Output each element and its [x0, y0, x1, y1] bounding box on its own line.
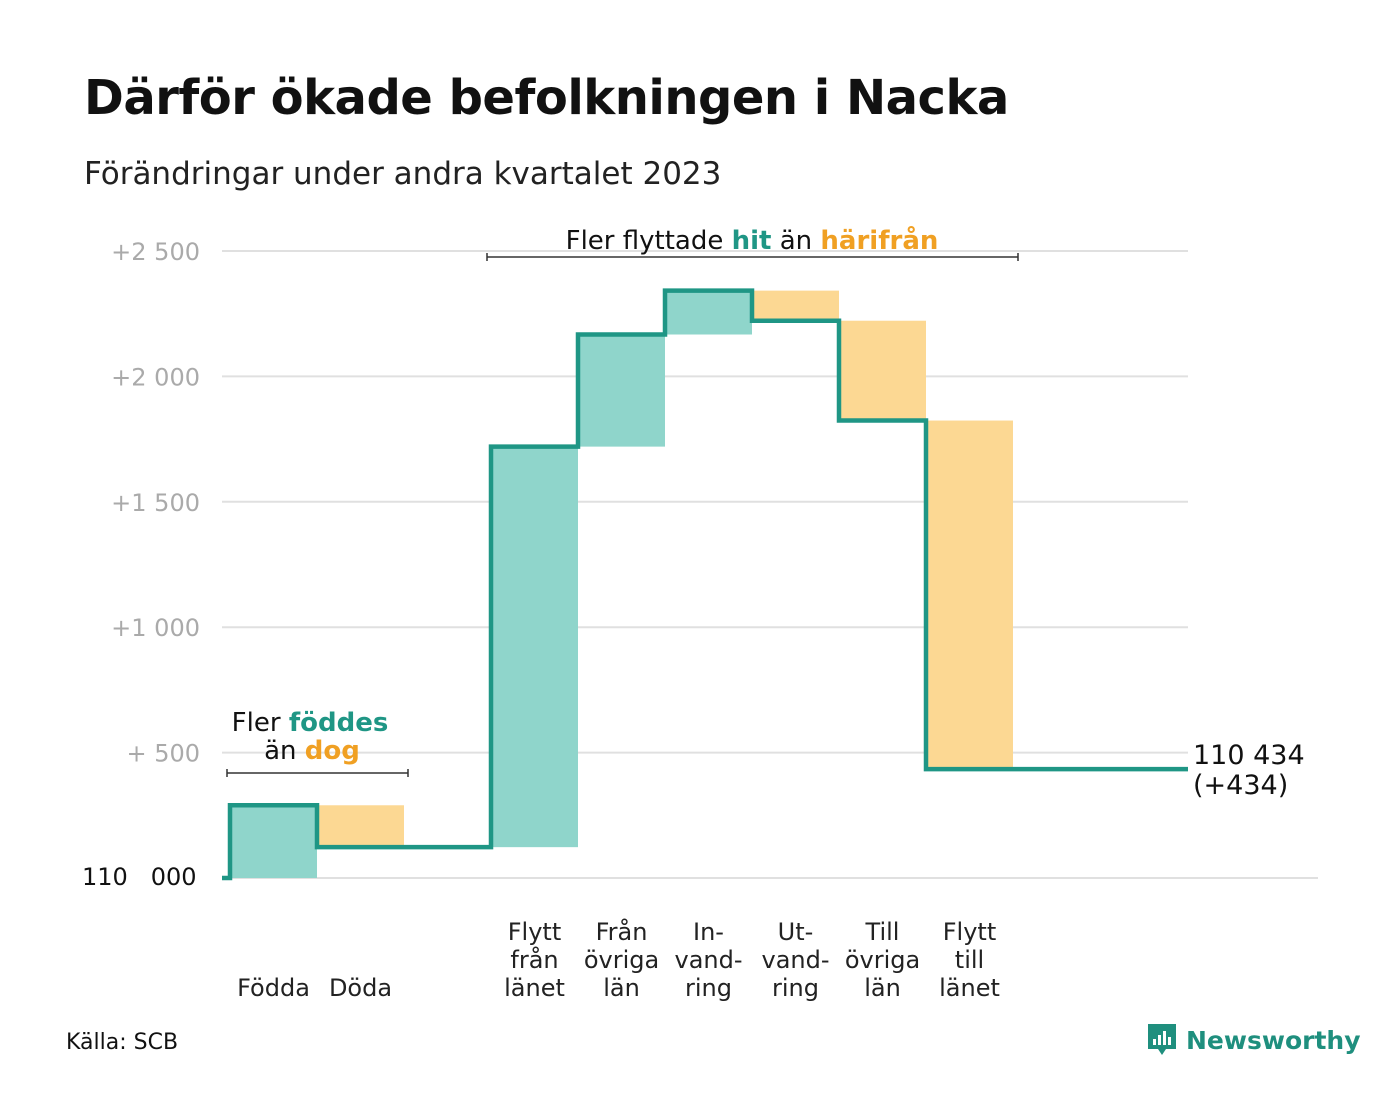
x-label: Till	[865, 918, 900, 946]
end-label: 110 434 (+434)	[1193, 740, 1305, 801]
x-label: övriga	[584, 946, 659, 974]
step-line-path	[222, 288, 1188, 881]
y-axis-ticks: + 500 +1 000 +1 500 +2 000 +2 500	[111, 238, 200, 768]
brand-logo: Newsworthy	[1146, 1022, 1361, 1058]
x-label: till	[955, 946, 984, 974]
x-label: Flytt	[508, 918, 562, 946]
x-label: från	[510, 945, 558, 974]
migration-annotation-hit: hit	[732, 226, 772, 256]
x-label: övriga	[845, 946, 920, 974]
bar-1	[317, 805, 404, 848]
birth-annotation-prefix: Fler	[232, 708, 289, 738]
end-label-value: 110 434	[1193, 740, 1305, 771]
bar-8	[926, 420, 1013, 770]
x-axis-labels: Födda DödaFlyttfrånlänetFrånövrigalänIn-v…	[237, 917, 1000, 1002]
chart-title: Därför ökade befolkningen i Nacka	[84, 70, 1009, 126]
x-label: In-	[693, 918, 724, 946]
bar-7	[839, 320, 926, 421]
bars	[230, 290, 1013, 878]
newsworthy-logo-icon	[1148, 1024, 1176, 1055]
x-label: län	[864, 974, 901, 1002]
x-label: Döda	[329, 974, 392, 1002]
base-value-label: 110 000	[82, 863, 197, 891]
x-label: Från	[596, 917, 648, 946]
birth-annotation-line2: än dog	[264, 736, 360, 766]
y-tick-label: + 500	[126, 740, 200, 768]
bar-0	[230, 805, 317, 878]
birth-annotation: Fler föddes än dog	[226, 708, 409, 777]
y-tick-label: +2 500	[111, 238, 200, 266]
grid-lines	[222, 250, 1318, 879]
x-label: Flytt	[943, 918, 997, 946]
y-tick-label: +1 500	[111, 489, 200, 517]
x-label: länet	[939, 974, 1000, 1002]
x-label: ring	[685, 974, 732, 1002]
step-line	[222, 288, 1188, 881]
migration-annotation-prefix: Fler flyttade	[566, 226, 732, 256]
x-label: län	[603, 974, 640, 1002]
x-label: ring	[772, 974, 819, 1002]
source-note: Källa: SCB	[66, 1030, 179, 1055]
y-tick-label: +2 000	[111, 363, 200, 391]
x-label: Ut-	[778, 918, 814, 946]
brand-name: Newsworthy	[1186, 1025, 1361, 1055]
y-tick-label: +1 000	[111, 614, 200, 642]
x-label: vand-	[761, 946, 829, 974]
birth-annotation-line1: Fler föddes	[232, 708, 389, 738]
birth-annotation-than: än	[264, 736, 305, 766]
birth-annotation-died: dog	[305, 736, 360, 766]
migration-annotation-away: härifrån	[820, 224, 938, 256]
chart-subtitle: Förändringar under andra kvartalet 2023	[84, 156, 722, 192]
x-label: Födda	[237, 974, 310, 1002]
bar-3	[491, 446, 578, 848]
bar-4	[578, 334, 665, 447]
bar-5	[665, 290, 752, 335]
bar-6	[752, 290, 839, 321]
migration-annotation-text: Fler flyttade hit än härifrån	[566, 224, 939, 256]
birth-annotation-born: föddes	[289, 708, 389, 738]
migration-annotation: Fler flyttade hit än härifrån	[486, 224, 1019, 261]
x-label: länet	[504, 974, 565, 1002]
x-label: vand-	[674, 946, 742, 974]
end-label-change: (+434)	[1193, 770, 1288, 801]
migration-annotation-middle: än	[771, 226, 820, 256]
